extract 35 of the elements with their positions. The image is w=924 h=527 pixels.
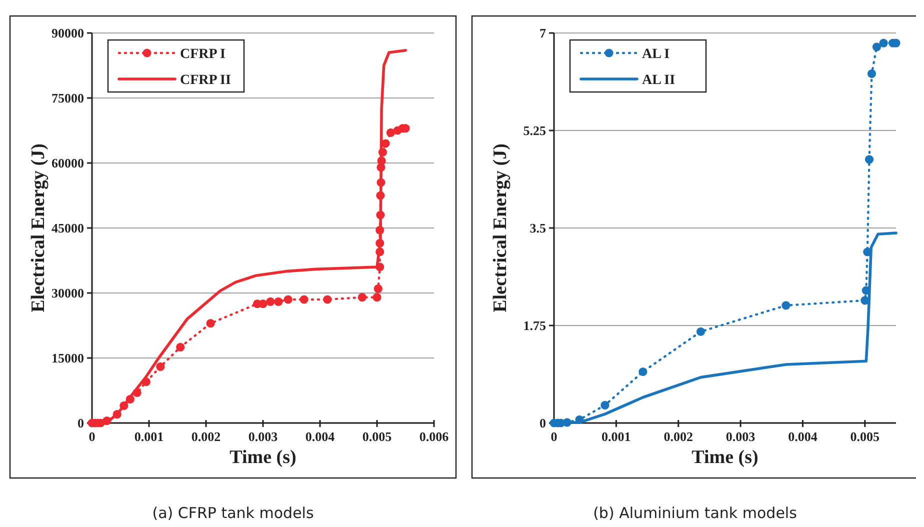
x-tick-label: 0.001 bbox=[134, 429, 164, 444]
legend-label: CFRP I bbox=[180, 46, 226, 62]
x-tick-label: 0.006 bbox=[419, 429, 450, 444]
y-tick-label: 3.5 bbox=[530, 220, 546, 236]
x-tick-label: 0.002 bbox=[191, 429, 221, 444]
x-tick-label: 0.005 bbox=[362, 429, 392, 444]
x-tick-label: 0.002 bbox=[664, 429, 693, 444]
legend-label: AL II bbox=[642, 72, 676, 88]
y-tick-label: 7 bbox=[540, 26, 546, 41]
text: (a) CFRP tank models bbox=[152, 504, 314, 522]
y-axis-title: Electrical Energy (J) bbox=[28, 144, 49, 312]
legend-label: CFRP II bbox=[180, 72, 231, 88]
y-tick-label: 0 bbox=[540, 416, 546, 431]
x-tick-label: 0 bbox=[550, 429, 558, 444]
x-tick-label: 0.004 bbox=[788, 429, 818, 444]
y-tick-label: 1.75 bbox=[523, 318, 546, 334]
y-tick-label: 45000 bbox=[52, 220, 84, 236]
y-tick-label: 30000 bbox=[52, 286, 84, 301]
y-tick-label: 60000 bbox=[52, 156, 84, 171]
x-tick-label: 0.005 bbox=[850, 429, 880, 444]
y-tick-label: 15000 bbox=[52, 350, 84, 366]
y-tick-label: 75000 bbox=[52, 90, 84, 106]
y-tick-label: 5.25 bbox=[523, 123, 546, 138]
x-axis-title: Time (s) bbox=[692, 447, 758, 468]
text: (b) Aluminium tank models bbox=[593, 504, 798, 522]
y-tick-label: 90000 bbox=[52, 26, 84, 41]
y-tick-label: 0 bbox=[78, 416, 84, 431]
x-tick-label: 0.003 bbox=[726, 429, 756, 444]
legend-label: AL I bbox=[642, 46, 670, 62]
x-tick-label: 0.001 bbox=[602, 429, 631, 444]
x-tick-label: 0.003 bbox=[248, 429, 278, 444]
x-axis-title: Time (s) bbox=[230, 447, 296, 468]
y-axis-title: Electrical Energy (J) bbox=[490, 144, 511, 312]
x-tick-label: 0 bbox=[88, 429, 96, 444]
x-tick-label: 0.004 bbox=[305, 429, 336, 444]
